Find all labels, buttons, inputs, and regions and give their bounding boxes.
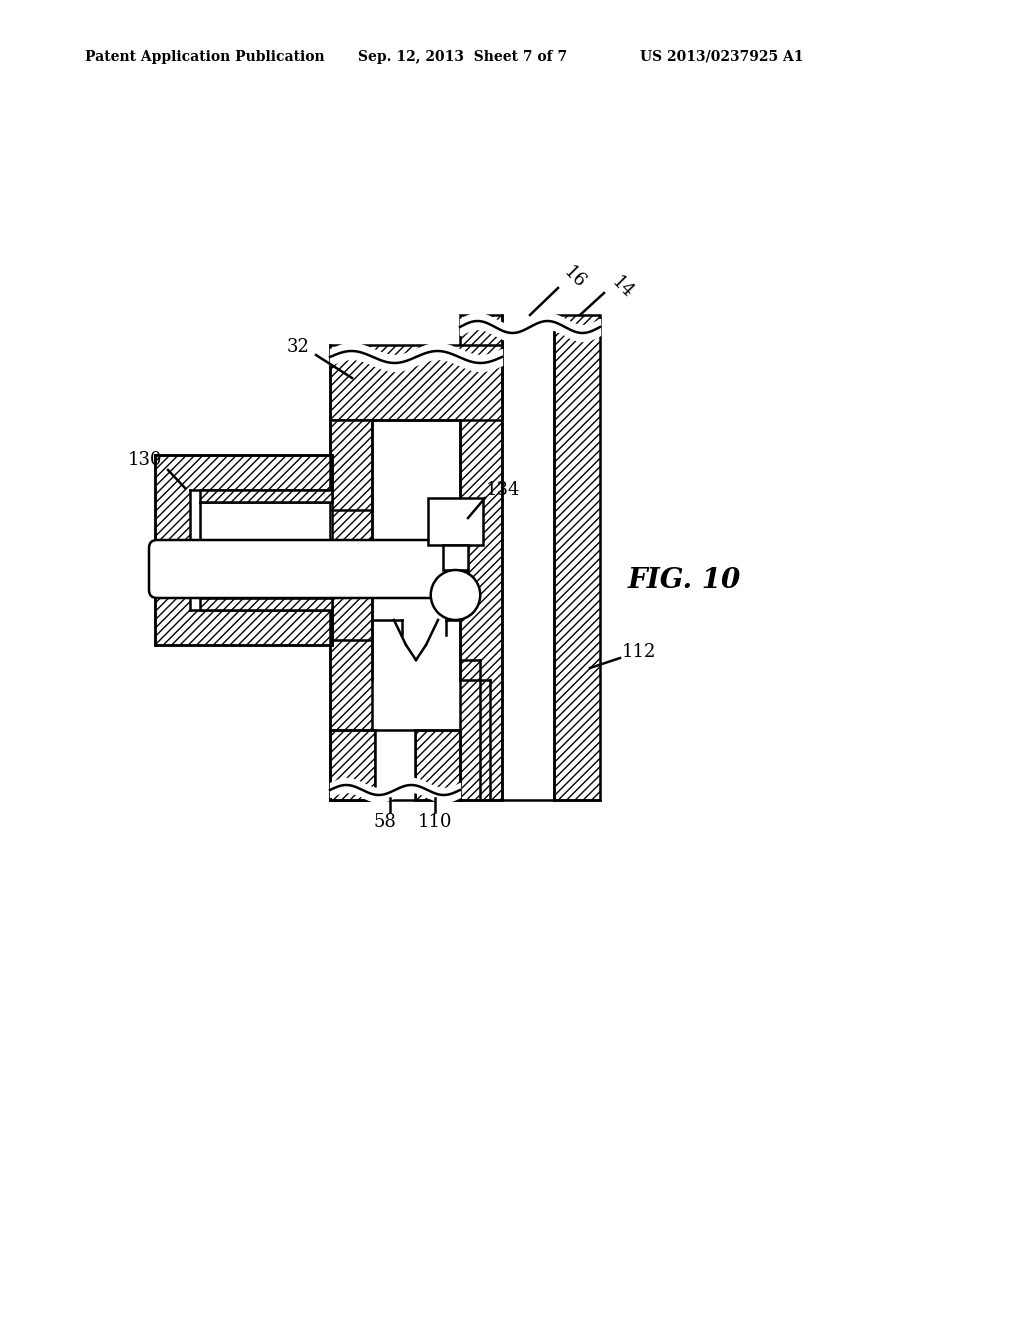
Bar xyxy=(375,730,415,800)
Bar xyxy=(428,498,483,545)
Text: US 2013/0237925 A1: US 2013/0237925 A1 xyxy=(640,50,804,63)
FancyBboxPatch shape xyxy=(150,540,468,598)
Bar xyxy=(460,315,502,800)
Text: Patent Application Publication: Patent Application Publication xyxy=(85,50,325,63)
Text: 110: 110 xyxy=(418,813,453,832)
Bar xyxy=(155,455,332,645)
Bar xyxy=(200,598,332,610)
Bar xyxy=(372,420,460,680)
Bar xyxy=(330,420,372,800)
Text: 112: 112 xyxy=(622,643,656,661)
Bar xyxy=(554,315,600,800)
Bar xyxy=(330,730,375,800)
Text: FIG. 10: FIG. 10 xyxy=(628,566,741,594)
Text: 14: 14 xyxy=(608,273,637,302)
Bar xyxy=(415,730,460,800)
Text: 16: 16 xyxy=(560,264,589,293)
Bar xyxy=(330,345,502,420)
Bar xyxy=(443,545,468,570)
Text: 130: 130 xyxy=(128,451,162,469)
Bar xyxy=(190,490,332,610)
Text: Sep. 12, 2013  Sheet 7 of 7: Sep. 12, 2013 Sheet 7 of 7 xyxy=(358,50,567,63)
Ellipse shape xyxy=(431,570,480,620)
Bar xyxy=(200,490,332,502)
Text: 134: 134 xyxy=(486,480,520,499)
Text: 58: 58 xyxy=(374,813,396,832)
Bar xyxy=(502,315,554,800)
Text: 32: 32 xyxy=(287,338,309,356)
